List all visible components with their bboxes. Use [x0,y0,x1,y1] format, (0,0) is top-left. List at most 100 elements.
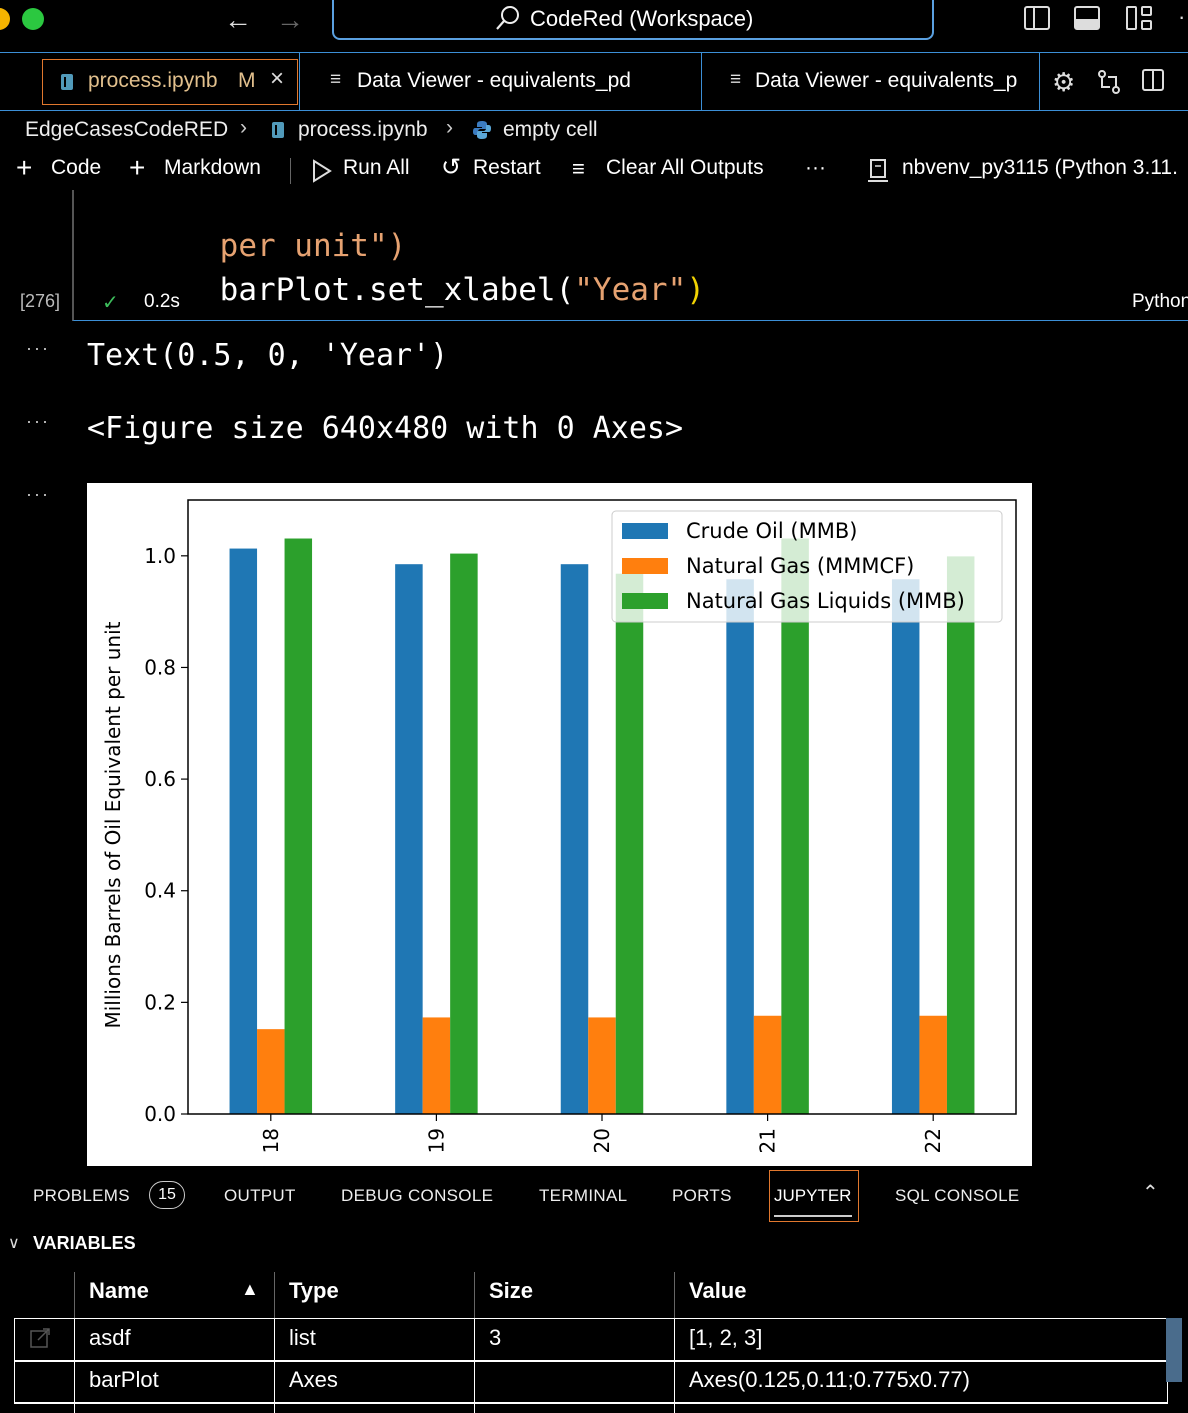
y-tick-label: 0.2 [144,990,176,1014]
tab-label: Data Viewer - equivalents_p [755,69,1018,92]
output-menu-button[interactable]: ··· [26,411,50,431]
legend-swatch [622,523,668,539]
column-header-size[interactable]: Size [474,1272,674,1318]
column-line [74,1403,75,1413]
table-row[interactable]: asdf list 3 [1, 2, 3] [14,1319,1168,1360]
success-check-icon: ✓ [102,292,119,314]
row-divider [14,1360,1168,1362]
breadcrumb-root[interactable]: EdgeCasesCodeRED [25,118,229,141]
x-tick-label: 22 [921,1128,945,1153]
window-zoom-button[interactable] [0,8,10,30]
command-center-search[interactable]: CodeRed (Workspace) [332,0,934,40]
table-row[interactable]: barPlot Axes Axes(0.125,0.11;0.775x0.77) [14,1361,1168,1402]
bar-2018-series-1 [257,1029,285,1114]
split-editor-icon[interactable] [1142,69,1164,91]
customize-layout-icon[interactable] [1126,6,1156,32]
run-all-button[interactable]: Run All [343,156,410,179]
code-cell[interactable]: per unit") barPlot.set_xlabel("Year") ✓ … [72,190,1188,321]
open-data-viewer-icon[interactable] [14,1319,74,1360]
more-icon[interactable]: · [1178,4,1186,29]
tab-process-ipynb[interactable]: process.ipynb M × [0,53,300,110]
legend-swatch [622,558,668,574]
code-paren: ) [686,272,705,308]
legend-label: Crude Oil (MMB) [686,519,857,543]
column-header-name[interactable]: Name ▲ [74,1272,274,1318]
column-header-type[interactable]: Type [274,1272,474,1318]
data-viewer-icon: ≡ [330,69,342,90]
window-fullscreen-button[interactable] [22,8,44,30]
row-divider [14,1402,1168,1404]
forward-arrow-icon[interactable]: → [276,4,304,35]
cell-duration: 0.2s [144,291,180,312]
tab-label: Data Viewer - equivalents_pd [357,69,631,92]
window-title: CodeRed (Workspace) [530,6,754,31]
execution-count: [276] [20,291,61,311]
add-code-button[interactable]: Code [51,156,102,179]
variable-type: list [274,1319,474,1360]
column-line [674,1403,675,1413]
bar-2021-series-0 [726,579,754,1114]
close-icon[interactable]: × [270,65,285,92]
bar-2019-series-2 [450,553,478,1114]
restart-button[interactable]: Restart [473,156,541,179]
y-tick-label: 0.4 [144,879,176,903]
chevron-right-icon: › [240,116,247,139]
toggle-sidebar-icon[interactable] [1024,6,1050,30]
code-line[interactable]: barPlot.set_xlabel("Year") [145,236,705,344]
tab-problems[interactable]: PROBLEMS [33,1186,130,1205]
output-menu-button[interactable]: ··· [26,484,50,504]
column-header-value[interactable]: Value [674,1272,1168,1318]
add-markdown-button[interactable]: Markdown [164,156,261,179]
clear-all-outputs-button[interactable]: Clear All Outputs [606,156,764,179]
output-menu-button[interactable]: ··· [26,338,50,358]
back-arrow-icon[interactable]: ← [224,4,252,35]
y-tick-label: 0.0 [144,1102,176,1126]
plus-icon: + [16,152,33,183]
panel-tab-bar: PROBLEMS 15 OUTPUT DEBUG CONSOLE TERMINA… [0,1166,1188,1228]
tab-debug-console[interactable]: DEBUG CONSOLE [341,1186,494,1205]
bar-2022-series-1 [919,1015,947,1114]
gear-icon[interactable]: ⚙ [1052,67,1076,97]
bar-2022-series-0 [891,579,920,1114]
row-divider [14,1318,1168,1319]
tab-label: process.ipynb [88,69,218,92]
breadcrumb: EdgeCasesCodeRED › process.ipynb › empty… [0,110,1188,150]
tab-data-viewer-2[interactable]: ≡ Data Viewer - equivalents_p [702,53,1040,110]
breadcrumb-file[interactable]: process.ipynb [298,118,428,141]
variable-name: barPlot [74,1361,274,1402]
tab-jupyter[interactable]: JUPYTER [769,1170,859,1222]
code-line[interactable]: per unit") [145,192,407,300]
notebook-icon [272,122,284,138]
chevron-down-icon[interactable]: ∨ [8,1235,20,1252]
bar-2020-series-1 [588,1017,616,1114]
tab-terminal[interactable]: TERMINAL [539,1186,628,1205]
more-actions-button[interactable]: ··· [805,156,826,179]
kernel-picker[interactable]: nbvenv_py3115 (Python 3.11. [902,156,1178,179]
plus-icon: + [129,152,146,183]
table-scrollbar-thumb[interactable] [1166,1318,1182,1382]
variable-value: Axes(0.125,0.11;0.775x0.77) [674,1361,1168,1402]
x-tick-label: 18 [259,1128,283,1153]
bar-2022-series-2 [946,556,975,1114]
toggle-panel-icon[interactable] [1074,6,1100,30]
variable-size: 3 [474,1319,674,1360]
cell-language[interactable]: Python [1132,291,1188,312]
maximize-panel-icon[interactable]: ⌃ [1142,1182,1159,1204]
row-spacer [14,1361,74,1402]
variables-section-header[interactable]: VARIABLES [33,1233,136,1253]
variable-name: asdf [74,1319,274,1360]
bar-2019-series-0 [395,564,423,1114]
active-tab-outline [42,59,298,105]
tab-data-viewer-1[interactable]: ≡ Data Viewer - equivalents_pd [300,53,702,110]
column-line [474,1403,475,1413]
compare-changes-icon[interactable] [1096,69,1122,95]
y-tick-label: 0.6 [144,767,176,791]
bar-2021-series-2 [781,538,809,1114]
breadcrumb-cell[interactable]: empty cell [503,118,598,141]
tab-sql-console[interactable]: SQL CONSOLE [895,1186,1020,1205]
tab-output[interactable]: OUTPUT [224,1186,296,1205]
active-tab-underline [774,1215,852,1217]
tab-ports[interactable]: PORTS [672,1186,732,1205]
code-string: "Year" [574,272,687,308]
kernel-icon [868,159,888,182]
